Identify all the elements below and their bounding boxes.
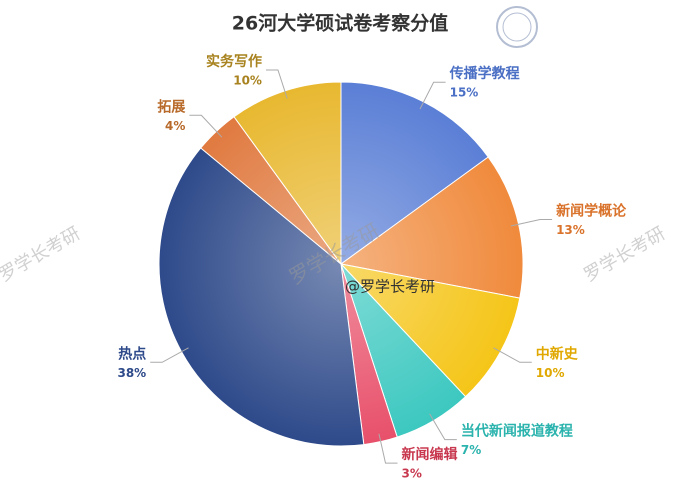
slice-value: 3%: [402, 467, 422, 481]
stamp: [496, 6, 538, 48]
slice-label: 实务写作: [206, 53, 262, 70]
pie: 传播学教程 15% 新闻学概论 13% 中新史 10% 当代新闻报道教程 7%新闻编辑 3% 热点…: [117, 53, 627, 481]
slice-value: 10%: [233, 73, 262, 87]
slice-value: 38%: [117, 366, 146, 380]
slice-value: 10%: [536, 366, 565, 380]
slice-label: 传播学教程: [449, 65, 520, 82]
slice-value: 13%: [556, 223, 585, 237]
slice-label: 当代新闻报道教程: [461, 423, 573, 440]
leader-line: [378, 433, 398, 464]
slice-label: 拓展: [157, 98, 185, 115]
leader-line: [150, 347, 189, 363]
slice-label: 热点: [118, 345, 146, 362]
pie-shine: [159, 82, 523, 446]
leader-line: [429, 413, 457, 441]
leader-line: [510, 218, 553, 227]
slice-label: 新闻学概论: [556, 202, 627, 219]
leader-line: [493, 347, 532, 363]
slice-value: 15%: [450, 86, 479, 100]
watermark: 罗学长考研: [581, 223, 669, 286]
leader-line: [189, 114, 223, 138]
leader-line: [419, 81, 446, 110]
slice-value: 4%: [165, 119, 185, 133]
slice-value: 7%: [461, 443, 481, 457]
slice-label: 新闻编辑: [402, 446, 458, 463]
watermark: 罗学长考研: [0, 223, 84, 286]
leader-line: [265, 69, 288, 99]
chart-title: 26河大学硕试卷考察分值: [232, 12, 448, 35]
watermark: @罗学长考研: [345, 278, 435, 296]
slice-label: 中新史: [536, 345, 579, 362]
